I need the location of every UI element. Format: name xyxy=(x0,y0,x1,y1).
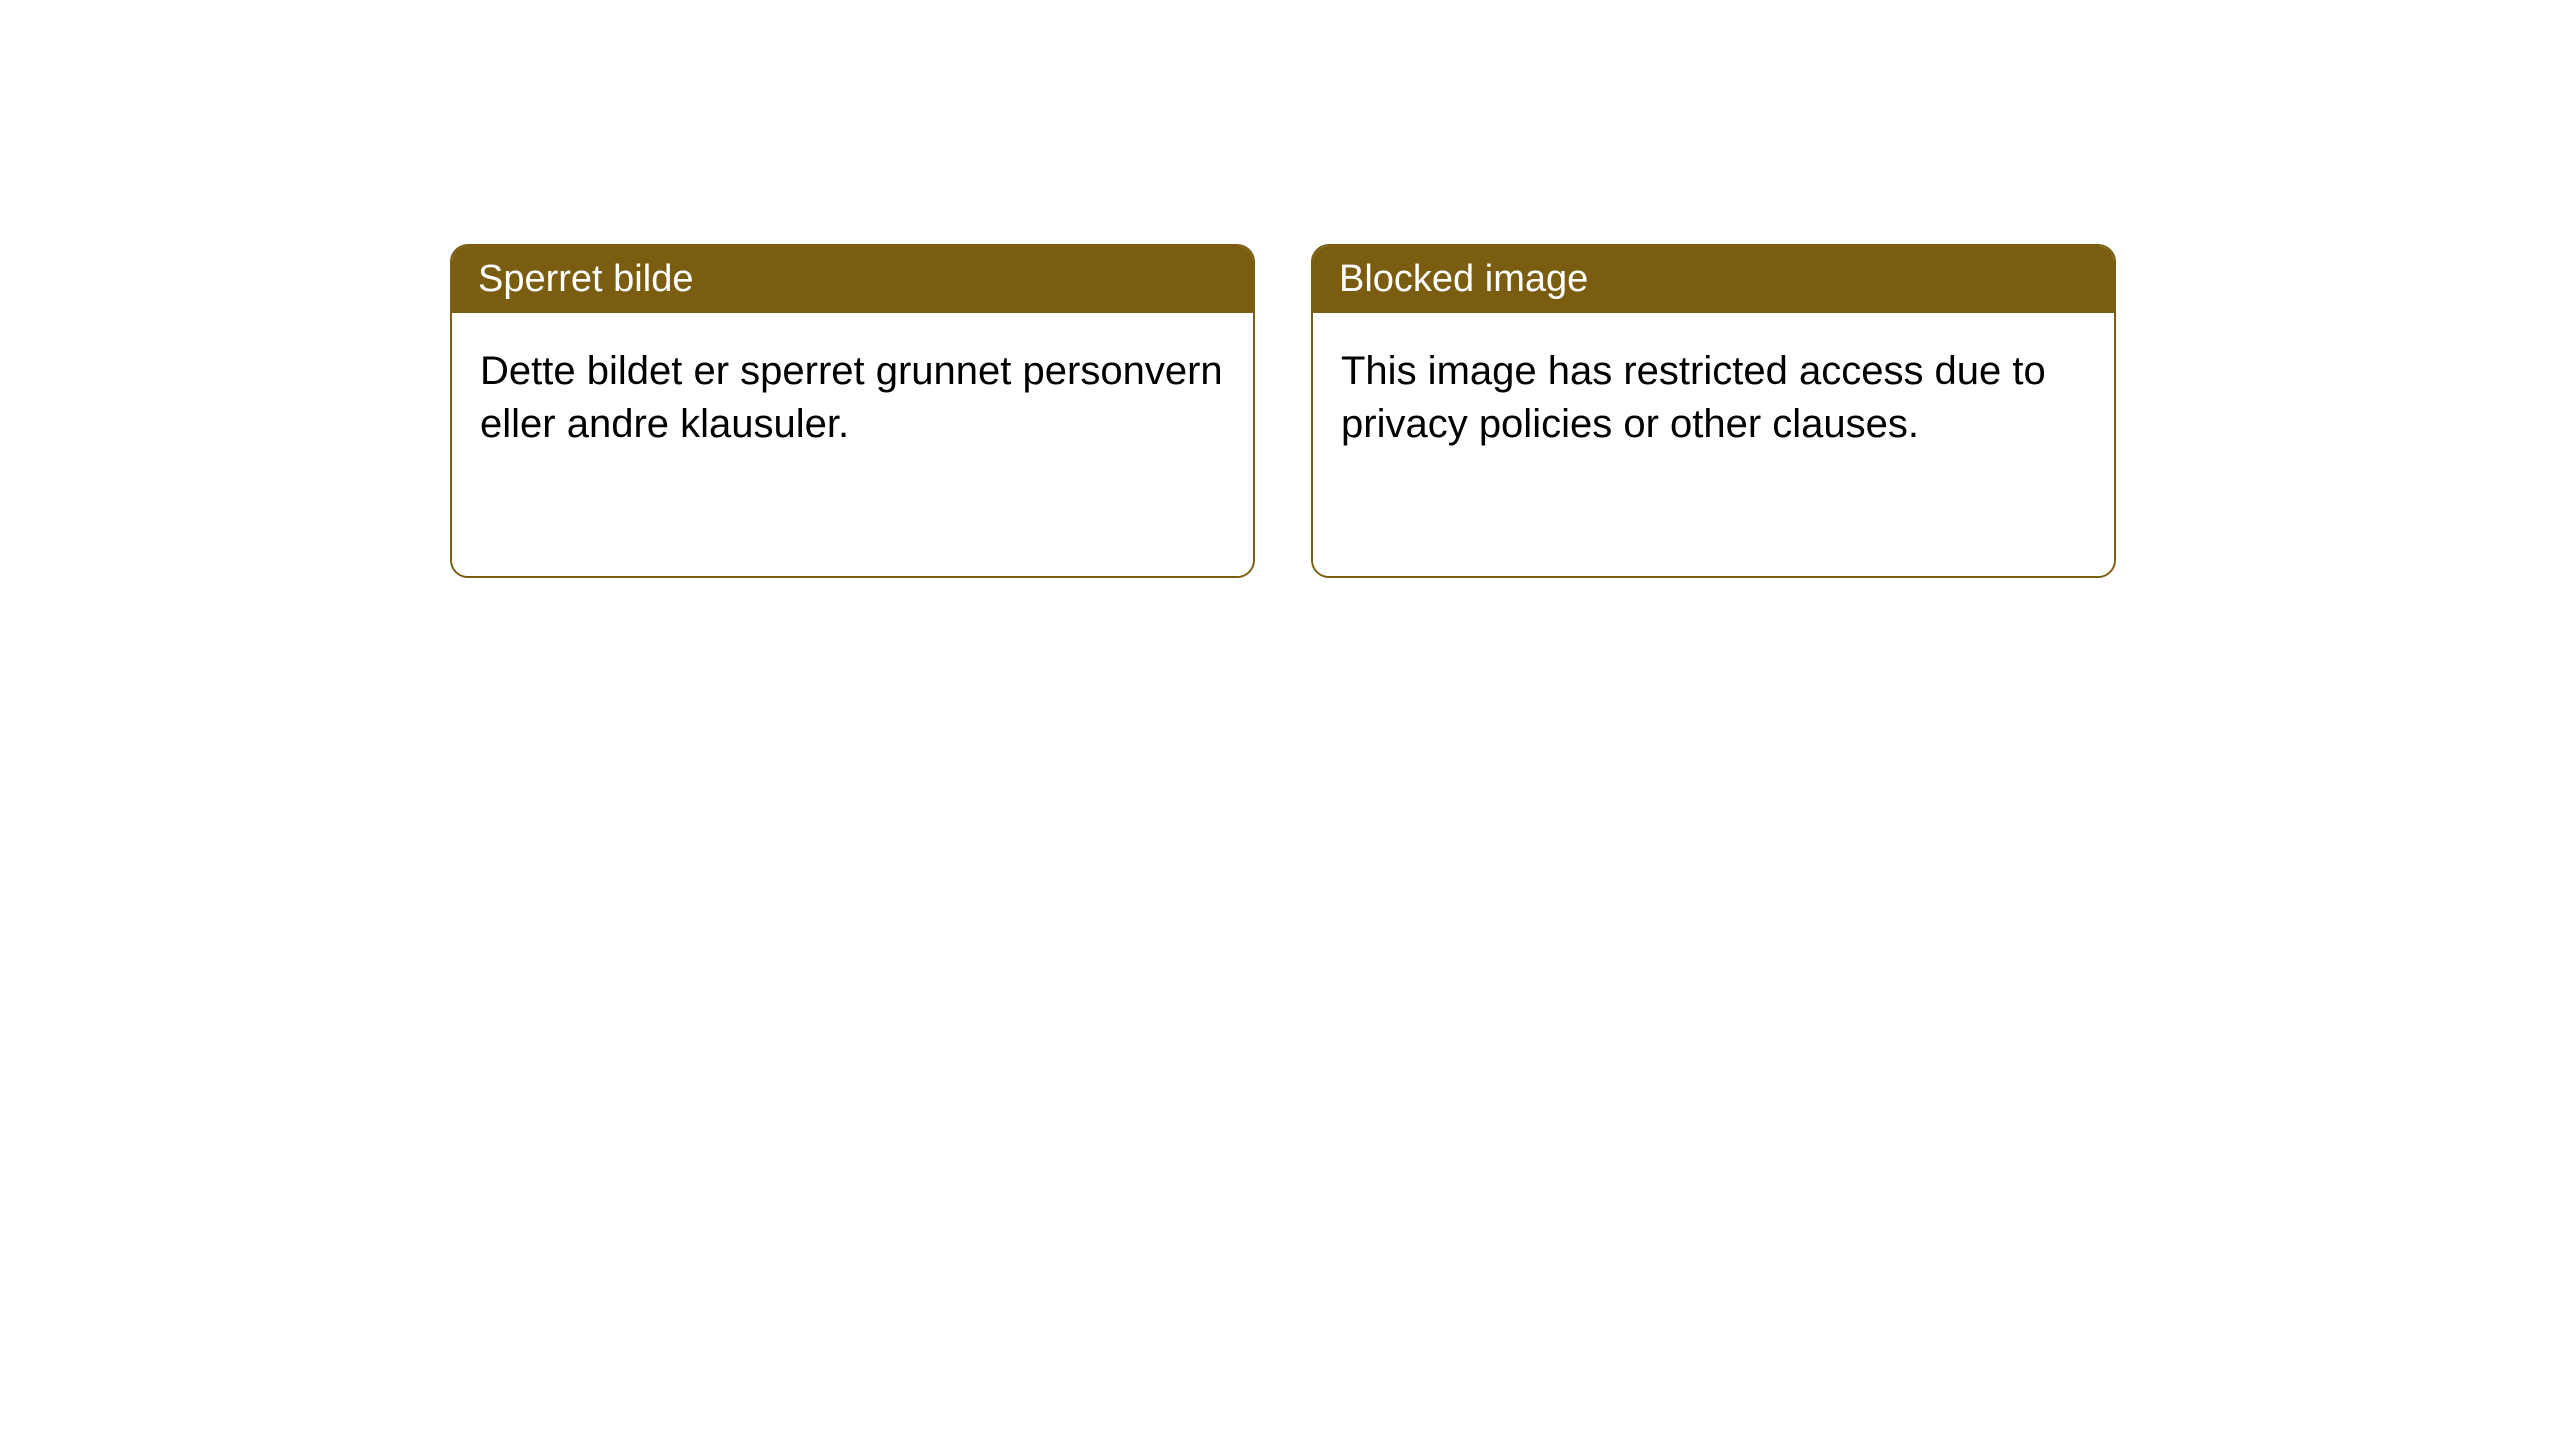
notice-title: Blocked image xyxy=(1313,246,2114,313)
notice-title: Sperret bilde xyxy=(452,246,1253,313)
notice-card-english: Blocked image This image has restricted … xyxy=(1311,244,2116,578)
notice-container: Sperret bilde Dette bildet er sperret gr… xyxy=(0,0,2560,578)
notice-body: This image has restricted access due to … xyxy=(1313,313,2114,576)
notice-body: Dette bildet er sperret grunnet personve… xyxy=(452,313,1253,576)
notice-card-norwegian: Sperret bilde Dette bildet er sperret gr… xyxy=(450,244,1255,578)
